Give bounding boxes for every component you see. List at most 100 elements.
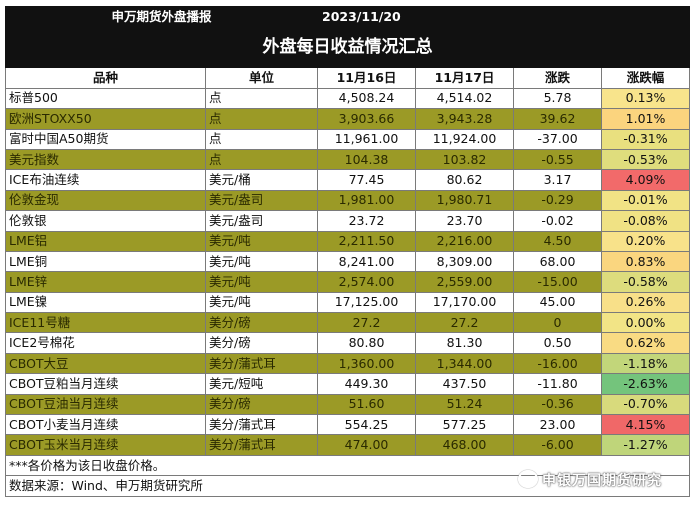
row-unit: 美分/蒲式耳 (204, 352, 319, 375)
column-header-unit: 单位 (204, 67, 319, 89)
table-row: CBOT豆油当月连续 美分/磅 51.60 51.24 -0.36 -0.70% (5, 393, 691, 416)
row-day1: 77.45 (317, 169, 417, 191)
row-change: 23.00 (513, 414, 603, 436)
table-row: CBOT玉米当月连续 美分/蒲式耳 474.00 468.00 -6.00 -1.27% (5, 434, 691, 456)
row-day2: 27.2 (415, 312, 515, 334)
row-change: -6.00 (513, 434, 603, 456)
column-header-day1: 11月16日 (317, 67, 417, 89)
row-day2: 577.25 (415, 414, 515, 436)
row-day1: 80.80 (317, 332, 417, 354)
row-change: 4.50 (513, 230, 603, 252)
row-day1: 2,211.50 (317, 230, 417, 252)
note-row: ***各价格为该日收盘价格。 (4, 454, 691, 477)
row-day1: 23.72 (317, 210, 417, 232)
row-day2: 437.50 (415, 373, 515, 395)
row-day2: 81.30 (415, 332, 515, 354)
table-row: LME铜 美元/吨 8,241.00 8,309.00 68.00 0.83% (5, 250, 691, 273)
row-unit: 美元/短吨 (204, 373, 319, 395)
wechat-icon (518, 470, 538, 488)
table-row: ICE布油连续 美元/桶 77.45 80.62 3.17 4.09% (5, 169, 691, 191)
row-day1: 104.38 (317, 148, 417, 171)
row-name: LME锌 (5, 271, 206, 293)
summary-table: 申万期货外盘播报 2023/11/20 外盘每日收益情况汇总 品种 单位 11月… (4, 5, 691, 497)
column-header-day2: 11月17日 (415, 67, 515, 89)
row-day1: 11,961.00 (317, 128, 417, 150)
row-day2: 8,309.00 (415, 250, 515, 273)
note-text: ***各价格为该日收盘价格。 (4, 454, 691, 477)
row-day1: 449.30 (317, 373, 417, 395)
row-unit: 美分/蒲式耳 (204, 434, 319, 456)
table-row: 标普500 点 4,508.24 4,514.02 5.78 0.13% (5, 87, 691, 110)
row-name: LME镍 (5, 291, 206, 314)
row-pct: -1.18% (601, 352, 691, 375)
row-day1: 1,981.00 (317, 189, 417, 212)
row-unit: 美分/磅 (204, 312, 319, 334)
table-row: CBOT大豆 美分/蒲式耳 1,360.00 1,344.00 -16.00 -1.18% (5, 352, 691, 375)
row-unit: 美元/吨 (204, 271, 319, 293)
row-day2: 11,924.00 (415, 128, 515, 150)
row-name: ICE布油连续 (5, 169, 206, 191)
row-name: 伦敦银 (5, 210, 206, 232)
row-name: 伦敦金现 (5, 189, 206, 212)
row-day2: 3,943.28 (415, 108, 515, 130)
row-pct: 0.26% (601, 291, 691, 314)
row-name: LME铝 (5, 230, 206, 252)
row-pct: -0.08% (601, 210, 691, 232)
row-name: 标普500 (5, 87, 206, 110)
report-name: 申万期货外盘播报 (4, 5, 319, 28)
row-pct: 0.00% (601, 312, 691, 334)
row-day2: 103.82 (415, 148, 515, 171)
row-pct: 4.09% (601, 169, 691, 191)
row-pct: -0.58% (601, 271, 691, 293)
row-name: ICE11号糖 (5, 312, 206, 334)
report-header-row: 申万期货外盘播报 2023/11/20 (4, 5, 691, 28)
row-name: CBOT小麦当月连续 (5, 414, 206, 436)
row-day1: 51.60 (317, 393, 417, 416)
row-day1: 554.25 (317, 414, 417, 436)
row-change: 68.00 (513, 250, 603, 273)
row-unit: 美元/盎司 (204, 189, 319, 212)
row-unit: 美分/磅 (204, 332, 319, 354)
row-name: CBOT玉米当月连续 (5, 434, 206, 456)
table-row: 欧洲STOXX50 点 3,903.66 3,943.28 39.62 1.01% (5, 108, 691, 130)
row-day2: 51.24 (415, 393, 515, 416)
watermark: 申银万国期货研究 (518, 470, 662, 490)
row-change: -0.29 (513, 189, 603, 212)
row-unit: 美元/吨 (204, 250, 319, 273)
row-pct: -0.70% (601, 393, 691, 416)
row-day1: 8,241.00 (317, 250, 417, 273)
row-pct: 0.20% (601, 230, 691, 252)
row-change: 3.17 (513, 169, 603, 191)
row-change: -0.02 (513, 210, 603, 232)
row-unit: 美元/吨 (204, 291, 319, 314)
column-header-pct: 涨跌幅 (601, 67, 691, 89)
row-change: -0.36 (513, 393, 603, 416)
row-pct: 1.01% (601, 108, 691, 130)
table-row: 美元指数点 104.38 103.82 -0.55 -0.53% (5, 148, 691, 171)
column-header-row: 品种 单位 11月16日 11月17日 涨跌 涨跌幅 (5, 67, 691, 89)
row-change: 5.78 (513, 87, 603, 110)
row-pct: -0.31% (601, 128, 691, 150)
row-day2: 1,980.71 (415, 189, 515, 212)
row-pct: 4.15% (601, 414, 691, 436)
report-date: 2023/11/20 (317, 5, 691, 28)
row-pct: 0.83% (601, 250, 691, 273)
row-pct: 0.62% (601, 332, 691, 354)
watermark-text: 申银万国期货研究 (542, 473, 662, 489)
row-pct: 0.13% (601, 87, 691, 110)
row-day1: 4,508.24 (317, 87, 417, 110)
row-name: ICE2号棉花 (5, 332, 206, 354)
row-name: CBOT豆油当月连续 (5, 393, 206, 416)
row-unit: 点 (204, 128, 319, 150)
row-change: 45.00 (513, 291, 603, 314)
row-change: 39.62 (513, 108, 603, 130)
table-row: ICE2号棉花 美分/磅 80.80 81.30 0.50 0.62% (5, 332, 691, 354)
row-name: 欧洲STOXX50 (5, 108, 206, 130)
table-row: 伦敦金现 美元/盎司 1,981.00 1,980.71 -0.29 -0.01% (5, 189, 691, 212)
row-pct: -0.01% (601, 189, 691, 212)
table-row: ICE11号糖 美分/磅 27.2 27.2 0 0.00% (5, 312, 691, 334)
row-day1: 1,360.00 (317, 352, 417, 375)
row-day2: 4,514.02 (415, 87, 515, 110)
row-change: -11.80 (513, 373, 603, 395)
row-pct: -1.27% (601, 434, 691, 456)
